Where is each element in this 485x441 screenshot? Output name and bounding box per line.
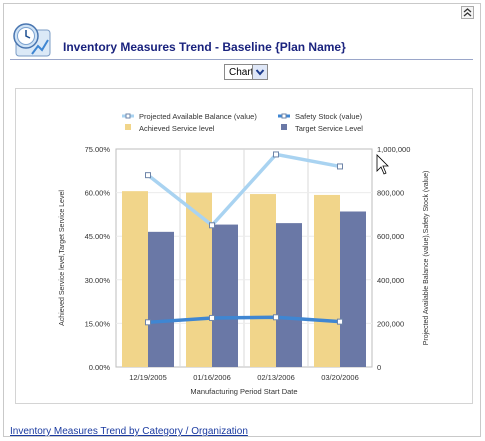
chart-container: 0.00% 15.00% 30.00% 45.00% 60.00% 75.00% 0 200,… — [15, 88, 473, 404]
projected-balance-point — [145, 172, 151, 179]
y2-axis-title: Projected Available Balance (value),Safe… — [423, 171, 430, 346]
y-tick-label: 75.00% — [85, 145, 111, 154]
safety-stock-point — [337, 318, 343, 325]
inventory-chart: 0.00% 15.00% 30.00% 45.00% 60.00% 75.00% 0 200,… — [59, 112, 430, 396]
dropdown-arrow-icon[interactable] — [252, 65, 267, 79]
projected-balance-point — [273, 151, 279, 158]
legend-safety-marker — [281, 113, 287, 119]
x-tick-label: 01/16/2006 — [193, 373, 231, 382]
view-type-select[interactable]: Chart — [224, 64, 268, 80]
safety-stock-point — [273, 314, 279, 321]
bar-achieved — [250, 194, 276, 367]
y-axis-title: Achieved Service level,Target Service Le… — [59, 190, 66, 326]
bar-target — [340, 211, 366, 367]
clock-chart-icon — [13, 23, 51, 57]
bar-target — [148, 231, 174, 367]
y-tick-label: 0.00% — [89, 363, 111, 372]
mouse-cursor-icon — [376, 154, 389, 175]
bar-achieved — [314, 194, 340, 367]
legend-projected-marker — [125, 113, 131, 119]
legend-achieved-label: Achieved Service level — [139, 124, 215, 133]
x-tick-label: 02/13/2006 — [257, 373, 295, 382]
legend-projected-label: Projected Available Balance (value) — [139, 112, 257, 121]
portlet-header: Inventory Measures Trend - Baseline {Pla… — [10, 20, 472, 58]
legend-target-label: Target Service Level — [295, 124, 363, 133]
safety-stock-line — [147, 315, 341, 325]
view-type-value: Chart — [229, 67, 254, 78]
y2-tick-label: 400,000 — [377, 276, 404, 285]
x-tick-label: 03/20/2006 — [321, 373, 359, 382]
projected-balance-point — [209, 222, 215, 229]
x-tick-label: 12/19/2005 — [129, 373, 167, 382]
legend-achieved-swatch — [125, 124, 131, 130]
projected-balance-point — [337, 163, 343, 170]
y2-tick-label: 0 — [377, 363, 381, 372]
portlet-frame: Inventory Measures Trend - Baseline {Pla… — [3, 3, 481, 437]
projected-balance-line — [146, 152, 341, 228]
y2-tick-label: 600,000 — [377, 232, 404, 241]
page-title: Inventory Measures Trend - Baseline {Pla… — [63, 40, 346, 54]
legend-target-swatch — [281, 124, 287, 130]
collapse-icon[interactable] — [461, 6, 474, 19]
y-tick-label: 45.00% — [85, 232, 111, 241]
y-tick-label: 60.00% — [85, 189, 111, 198]
header-divider — [10, 59, 473, 60]
y2-tick-label: 1,000,000 — [377, 145, 410, 154]
bar-target — [276, 223, 302, 367]
category-organization-link[interactable]: Inventory Measures Trend by Category / O… — [10, 426, 248, 437]
y2-tick-label: 200,000 — [377, 319, 404, 328]
bar-achieved — [122, 191, 148, 367]
y2-tick-label: 800,000 — [377, 189, 404, 198]
bar-achieved — [186, 192, 212, 367]
safety-stock-point — [209, 314, 215, 321]
bar-target — [212, 224, 238, 367]
y-tick-label: 30.00% — [85, 276, 111, 285]
x-axis-title: Manufacturing Period Start Date — [190, 387, 297, 396]
legend-safety-label: Safety Stock (value) — [295, 112, 363, 121]
safety-stock-point — [145, 319, 151, 326]
y-tick-label: 15.00% — [85, 319, 111, 328]
